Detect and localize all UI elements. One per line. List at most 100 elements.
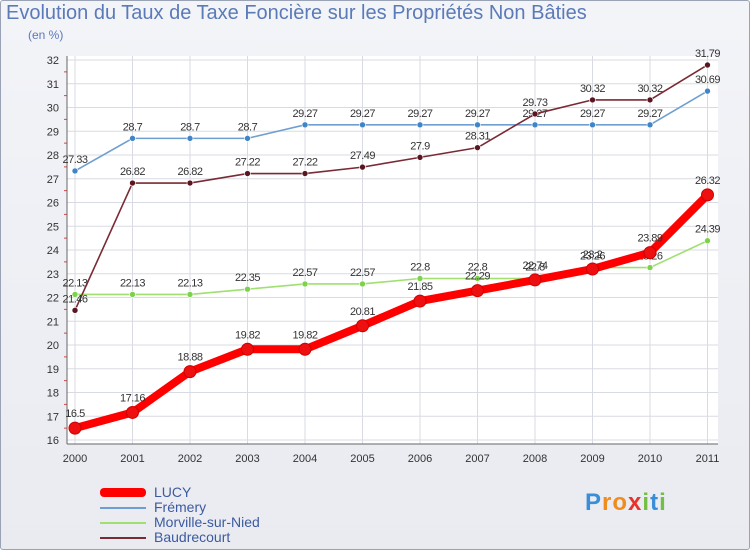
data-point-lucy [586,262,599,276]
data-label-lucy: 26.32 [695,175,720,187]
data-label-fr-mery: 29.27 [465,108,490,120]
data-point-lucy [183,365,197,379]
data-point-fr-mery [71,167,79,175]
data-label-fr-mery: 29.27 [407,108,432,120]
x-tick-label: 2002 [178,453,202,465]
x-tick-label: 2007 [465,453,489,465]
data-point-baudrecourt [301,170,309,177]
data-point-fr-mery [416,121,424,129]
data-label-baudrecourt: 27.49 [350,150,375,162]
x-tick-label: 2003 [235,453,259,465]
data-label-morville-sur-nied: 22.57 [350,267,375,279]
data-label-baudrecourt: 26.82 [120,166,145,178]
y-tick-label: 23 [47,269,59,281]
data-point-fr-mery [301,121,309,129]
data-label-fr-mery: 29.27 [580,108,605,120]
data-point-baudrecourt [646,96,654,104]
data-label-baudrecourt: 27.22 [292,157,317,169]
data-point-fr-mery [359,121,366,129]
data-label-lucy: 21.85 [407,281,432,293]
data-label-morville-sur-nied: 23.26 [580,251,605,263]
data-label-fr-mery: 28.7 [180,121,200,133]
data-point-fr-mery [474,121,481,129]
data-label-morville-sur-nied: 22.13 [62,277,87,289]
data-point-morville-sur-nied [186,291,194,298]
data-point-morville-sur-nied [71,291,79,298]
data-label-lucy: 23.89 [637,233,662,245]
data-label-morville-sur-nied: 22.35 [235,272,260,284]
data-label-morville-sur-nied: 24.39 [695,224,720,236]
legend-item-fremery: Frémery [100,499,360,515]
data-point-baudrecourt [186,179,194,187]
proxiti-logo: Proxiti [585,489,667,517]
data-label-lucy: 22.74 [522,260,547,272]
data-label-morville-sur-nied: 22.13 [177,277,202,289]
logo-letter: r [602,489,613,516]
data-label-fr-mery: 28.7 [123,121,143,133]
data-point-baudrecourt [704,61,711,69]
data-label-baudrecourt: 30.32 [637,83,662,95]
data-label-fr-mery: 29.27 [350,108,375,120]
y-tick-label: 22 [47,293,59,305]
legend-label: Morville-sur-Nied [154,514,260,530]
x-tick-label: 2010 [638,453,662,465]
data-point-fr-mery [186,135,194,142]
data-label-lucy: 20.81 [350,306,375,318]
data-label-morville-sur-nied: 22.8 [410,262,430,274]
data-label-lucy: 17.16 [120,392,145,404]
data-label-morville-sur-nied: 22.13 [120,277,145,289]
logo-letter: P [585,489,603,516]
x-tick-label: 2004 [293,453,317,465]
data-point-lucy [701,188,714,202]
data-point-morville-sur-nied [129,291,136,298]
y-tick-label: 28 [47,150,59,162]
data-point-baudrecourt [71,307,79,314]
data-point-baudrecourt [359,163,366,171]
data-label-lucy: 23.2 [583,249,603,261]
logo-letter: i [642,489,651,516]
legend-label: Frémery [154,499,207,515]
y-tick-label: 27 [47,174,59,186]
data-label-morville-sur-nied: 22.57 [292,267,317,279]
data-label-baudrecourt: 30.32 [580,83,605,95]
data-point-fr-mery [129,135,136,142]
data-point-fr-mery [244,135,251,142]
legend: LUCY Frémery Morville-sur-Nied Baudrecou… [100,484,360,545]
y-tick-label: 26 [47,198,59,210]
legend-swatch-lucy [100,488,146,497]
y-tick-label: 18 [47,388,59,400]
y-tick-label: 19 [47,364,59,376]
data-point-lucy [298,342,312,356]
data-point-lucy [528,273,542,287]
data-point-morville-sur-nied [359,280,366,288]
data-label-lucy: 22.29 [465,271,490,283]
data-label-fr-mery: 29.27 [292,108,317,120]
y-tick-label: 16 [47,435,59,447]
y-tick-label: 17 [47,411,59,423]
data-label-baudrecourt: 21.46 [62,293,87,305]
data-label-lucy: 19.82 [292,329,317,341]
logo-letter: t [650,489,660,516]
legend-item-lucy: LUCY [100,484,360,500]
y-tick-label: 32 [47,55,59,67]
data-label-fr-mery: 28.7 [238,121,258,133]
legend-item-morville: Morville-sur-Nied [100,514,360,530]
data-point-morville-sur-nied [474,275,481,282]
data-label-fr-mery: 27.33 [62,154,87,166]
data-label-fr-mery: 29.27 [637,108,662,120]
data-point-fr-mery [531,121,539,129]
y-tick-label: 29 [47,126,59,138]
data-label-baudrecourt: 27.9 [410,140,430,152]
data-point-morville-sur-nied [646,264,654,271]
legend-swatch-morville [100,522,146,524]
data-point-baudrecourt [589,96,596,104]
y-tick-label: 25 [47,221,59,233]
series-line-fr-mery [74,90,709,172]
unit-label: (en %) [28,28,64,42]
data-label-lucy: 19.82 [235,329,260,341]
data-point-baudrecourt [474,144,481,151]
data-label-baudrecourt: 26.82 [177,166,202,178]
x-tick-label: 2009 [580,453,604,465]
data-label-baudrecourt: 31.79 [695,48,720,60]
